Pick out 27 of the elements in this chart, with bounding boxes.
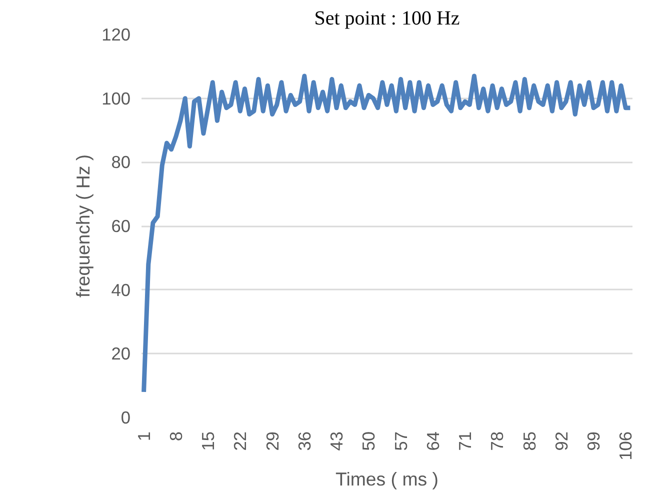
x-tick-label: 64	[422, 431, 443, 451]
x-tick-label: 92	[551, 431, 572, 451]
y-tick-label: 100	[102, 88, 131, 108]
y-tick-label: 120	[102, 24, 131, 44]
x-tick-label: 8	[166, 431, 186, 442]
y-tick-label: 80	[111, 152, 131, 172]
x-tick-label: 50	[358, 431, 379, 451]
line-series	[142, 74, 632, 394]
x-tick-label: 1	[134, 431, 154, 442]
y-tick-label: 20	[111, 344, 131, 364]
x-tick-label: 106	[616, 431, 636, 460]
y-axis-title: frequenchy ( Hz )	[72, 154, 94, 298]
x-tick-label: 36	[294, 431, 314, 451]
y-tick-label: 0	[120, 408, 131, 428]
chart-title: Set point : 100 Hz	[314, 8, 460, 30]
x-tick-label: 85	[519, 431, 540, 451]
x-tick-label: 29	[262, 431, 282, 451]
x-tick-label: 57	[390, 431, 411, 451]
x-tick-label: 15	[198, 431, 218, 451]
x-tick-label: 22	[230, 431, 250, 451]
x-tick-label: 43	[326, 431, 347, 451]
x-tick-label: 78	[487, 431, 508, 451]
x-tick-label: 99	[583, 431, 604, 451]
y-tick-label: 40	[111, 280, 131, 300]
y-tick-label: 60	[111, 216, 131, 236]
x-axis-title: Times ( ms )	[336, 468, 438, 490]
x-tick-label: 71	[455, 431, 476, 451]
